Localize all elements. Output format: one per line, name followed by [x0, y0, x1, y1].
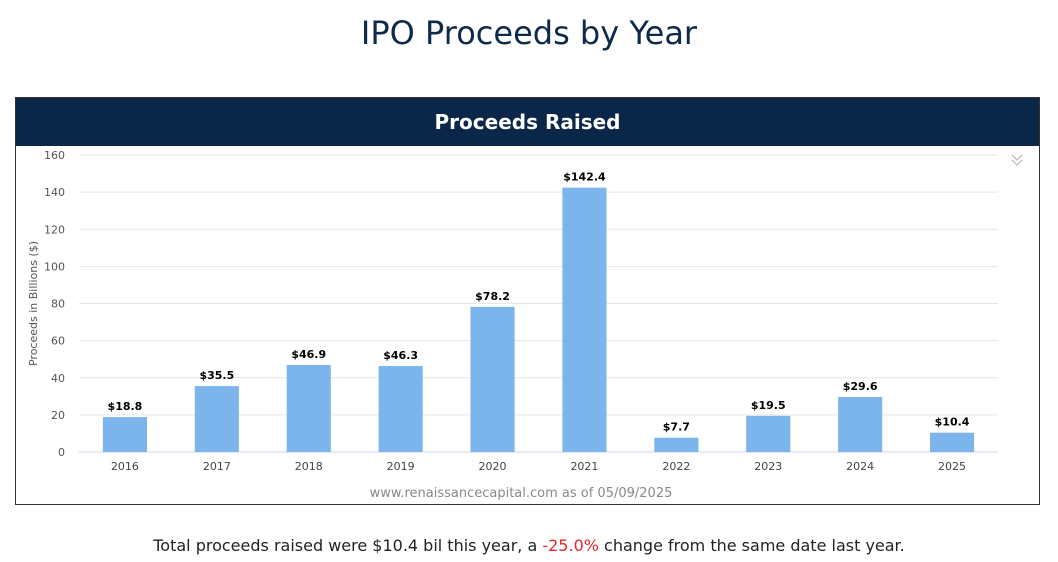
y-axis-label: Proceeds in Billions ($) [27, 241, 40, 366]
data-label: $29.6 [843, 380, 878, 393]
y-tick-label: 120 [44, 223, 65, 236]
data-label: $46.9 [291, 348, 326, 361]
y-tick-label: 80 [51, 298, 65, 311]
data-label: $35.5 [199, 369, 234, 382]
y-tick-label: 0 [58, 446, 65, 459]
x-tick-label: 2020 [479, 460, 507, 473]
bar [194, 386, 239, 452]
bar [102, 417, 148, 452]
bar [470, 306, 515, 452]
y-tick-label: 140 [44, 186, 65, 199]
x-tick-label: 2016 [111, 460, 139, 473]
bar [286, 364, 331, 452]
bar-chart: 0 20 40 60 80 100 120 140 160 Proceeds in Billion… [27, 149, 998, 501]
summary-suffix: change from the same date last year. [598, 536, 905, 555]
x-tick-label: 2017 [203, 460, 231, 473]
summary-text: Total proceeds raised were $10.4 bil thi… [0, 536, 1058, 555]
bar [746, 415, 791, 452]
data-label: $46.3 [383, 349, 418, 362]
y-tick-label: 40 [51, 372, 65, 385]
y-tick-label: 100 [44, 260, 65, 273]
data-label: $10.4 [935, 416, 970, 429]
bar [654, 437, 699, 452]
data-label: $78.2 [475, 290, 510, 303]
y-tick-label: 20 [51, 409, 65, 422]
x-tick-label: 2025 [938, 460, 966, 473]
data-label: $142.4 [563, 171, 606, 184]
x-tick-label: 2023 [754, 460, 782, 473]
chart-credit: www.renaissancecapital.com as of 05/09/2… [370, 486, 673, 501]
y-tick-label: 160 [44, 149, 65, 162]
chart-header: Proceeds Raised [16, 98, 1039, 146]
data-label: $18.8 [108, 400, 143, 413]
bar [562, 187, 607, 453]
x-tick-label: 2019 [387, 460, 415, 473]
x-tick-label: 2022 [662, 460, 690, 473]
page-title: IPO Proceeds by Year [360, 14, 698, 52]
chart-panel: Proceeds Raised 0 20 40 60 80 100 120 140 160 Pro… [15, 97, 1040, 505]
bar [838, 397, 883, 452]
bar [378, 366, 423, 452]
x-tick-label: 2018 [295, 460, 323, 473]
summary-prefix: Total proceeds raised were $10.4 bil thi… [153, 536, 543, 555]
data-label: $19.5 [751, 399, 786, 412]
double-chevron-down-icon[interactable] [1009, 152, 1025, 168]
x-tick-label: 2021 [570, 460, 598, 473]
data-label: $7.7 [663, 421, 690, 434]
change-percent: -25.0% [542, 536, 599, 555]
y-tick-label: 60 [51, 335, 65, 348]
x-tick-label: 2024 [846, 460, 874, 473]
bar [929, 432, 975, 452]
